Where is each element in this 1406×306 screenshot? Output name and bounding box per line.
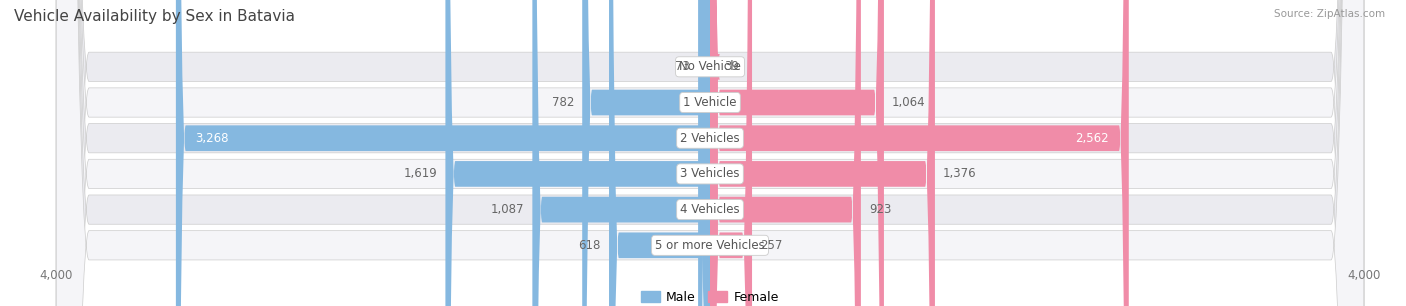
Text: Vehicle Availability by Sex in Batavia: Vehicle Availability by Sex in Batavia — [14, 9, 295, 24]
Legend: Male, Female: Male, Female — [641, 291, 779, 304]
Text: 1,064: 1,064 — [893, 96, 925, 109]
FancyBboxPatch shape — [56, 0, 1364, 306]
FancyBboxPatch shape — [699, 0, 710, 306]
Text: 1,376: 1,376 — [943, 167, 977, 181]
FancyBboxPatch shape — [710, 0, 1129, 306]
Text: 2 Vehicles: 2 Vehicles — [681, 132, 740, 145]
Text: 782: 782 — [551, 96, 574, 109]
Text: 923: 923 — [869, 203, 891, 216]
FancyBboxPatch shape — [707, 0, 720, 306]
Text: 3,268: 3,268 — [195, 132, 229, 145]
FancyBboxPatch shape — [56, 0, 1364, 306]
Text: 3 Vehicles: 3 Vehicles — [681, 167, 740, 181]
Text: 2,562: 2,562 — [1076, 132, 1109, 145]
Text: 39: 39 — [724, 60, 740, 73]
Text: 4 Vehicles: 4 Vehicles — [681, 203, 740, 216]
Text: 1,619: 1,619 — [404, 167, 437, 181]
Text: No Vehicle: No Vehicle — [679, 60, 741, 73]
FancyBboxPatch shape — [533, 0, 710, 306]
FancyBboxPatch shape — [710, 0, 935, 306]
FancyBboxPatch shape — [710, 0, 884, 306]
FancyBboxPatch shape — [56, 0, 1364, 306]
FancyBboxPatch shape — [710, 0, 860, 306]
Text: 618: 618 — [578, 239, 600, 252]
Text: 1,087: 1,087 — [491, 203, 524, 216]
FancyBboxPatch shape — [582, 0, 710, 306]
Text: Source: ZipAtlas.com: Source: ZipAtlas.com — [1274, 9, 1385, 19]
FancyBboxPatch shape — [56, 0, 1364, 306]
Text: 5 or more Vehicles: 5 or more Vehicles — [655, 239, 765, 252]
Text: 257: 257 — [761, 239, 783, 252]
FancyBboxPatch shape — [56, 0, 1364, 306]
FancyBboxPatch shape — [56, 0, 1364, 306]
Text: 73: 73 — [675, 60, 690, 73]
FancyBboxPatch shape — [609, 0, 710, 306]
Text: 1 Vehicle: 1 Vehicle — [683, 96, 737, 109]
FancyBboxPatch shape — [446, 0, 710, 306]
FancyBboxPatch shape — [710, 0, 752, 306]
FancyBboxPatch shape — [176, 0, 710, 306]
